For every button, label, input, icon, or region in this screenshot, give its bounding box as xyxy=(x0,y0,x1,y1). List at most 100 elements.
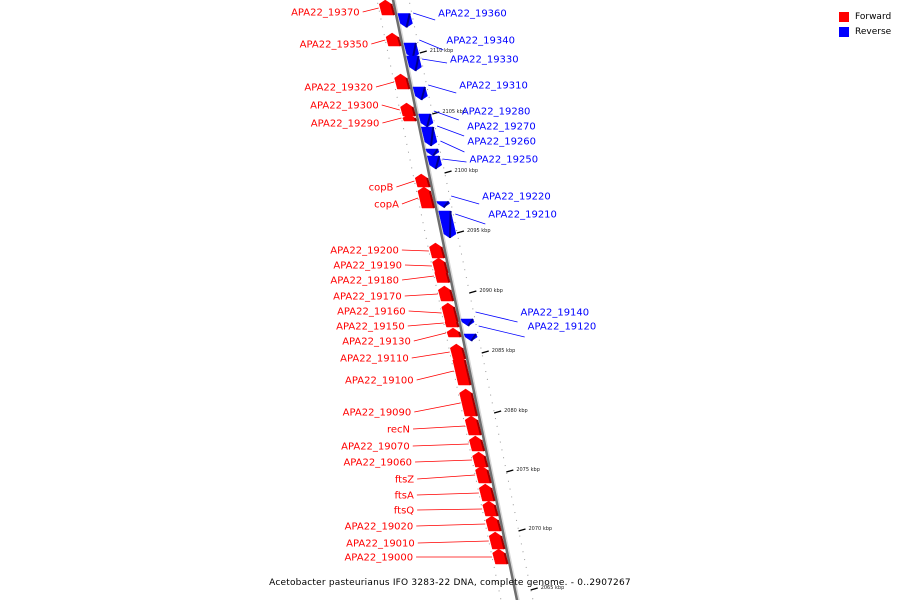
gene-leader-line xyxy=(382,117,402,124)
gene-label: APA22_19370 xyxy=(291,8,360,19)
legend-forward: Forward xyxy=(839,9,891,24)
gene-label: APA22_19300 xyxy=(310,101,379,112)
gene-label: APA22_19070 xyxy=(341,442,410,453)
gene-shade xyxy=(480,439,486,452)
gene-shade xyxy=(445,272,451,283)
gene-label: APA22_19270 xyxy=(467,122,536,133)
gene-leader-line xyxy=(404,293,438,297)
gene-leader-line xyxy=(413,332,446,342)
gene-shade xyxy=(493,504,499,517)
gene-shade xyxy=(429,126,435,147)
gene-leader-line xyxy=(475,311,518,323)
map-caption: Acetobacter pasteurianus IFO 3283-22 DNA… xyxy=(269,578,631,588)
gene-leader-line xyxy=(417,540,489,544)
gene-shade xyxy=(448,210,452,239)
tick-mark xyxy=(444,170,452,174)
gene-shade xyxy=(405,13,411,28)
gene-shade xyxy=(432,148,439,157)
gene-leader-line xyxy=(408,310,442,314)
gene-leader-line xyxy=(451,195,480,205)
gene-label: APA22_19210 xyxy=(488,210,557,221)
gene-label: APA22_19260 xyxy=(467,137,536,148)
gene-leader-line xyxy=(407,322,444,327)
gene-label: APA22_19150 xyxy=(336,322,405,333)
gene-shade xyxy=(411,42,417,59)
tick-label: 2100 kbp xyxy=(455,168,479,174)
gene-shade xyxy=(461,347,467,360)
gene-leader-line xyxy=(417,474,476,480)
gene-leader-line xyxy=(428,84,457,94)
gene-shade xyxy=(496,519,502,532)
gene-leader-line xyxy=(419,39,444,51)
gene-leader-line xyxy=(412,443,469,447)
legend: Forward Reverse xyxy=(839,9,891,39)
gene-shade xyxy=(500,535,506,550)
gene-label: APA22_19010 xyxy=(346,539,415,550)
gene-leader-line xyxy=(401,197,419,205)
gene-label: APA22_19250 xyxy=(469,155,538,166)
gene-shade xyxy=(483,455,489,468)
gene-leader-line xyxy=(411,351,450,359)
forward-swatch-icon xyxy=(839,11,849,22)
tick-mark xyxy=(469,290,477,294)
gene-label: APA22_19130 xyxy=(342,337,411,348)
gene-shade xyxy=(390,3,396,16)
gene-label: APA22_19110 xyxy=(340,354,409,365)
gene-shade xyxy=(470,392,478,417)
gene-shade xyxy=(397,36,402,47)
tick-label: 2080 kbp xyxy=(504,408,528,414)
gene-shade xyxy=(486,469,492,484)
gene-label: APA22_19090 xyxy=(343,408,412,419)
gene-leader-line xyxy=(413,12,436,21)
gene-shade xyxy=(426,113,432,128)
gene-label: APA22_19280 xyxy=(462,107,531,118)
gene-leader-line xyxy=(436,125,465,137)
backbone-shadow xyxy=(393,0,520,600)
gene-leader-line xyxy=(375,81,395,88)
gene-leader-line xyxy=(416,492,479,496)
gene-leader-line xyxy=(413,425,466,430)
tick-mark xyxy=(419,50,427,54)
gene-leader-line xyxy=(414,402,461,413)
reverse-swatch-icon xyxy=(839,26,849,37)
gene-shade xyxy=(413,117,417,122)
gene-shade xyxy=(442,200,450,209)
backbone-line xyxy=(391,0,519,600)
tick-mark xyxy=(481,350,489,354)
gene-label: ftsQ xyxy=(394,506,414,517)
gene-leader-line xyxy=(442,158,467,163)
gene-leader-line xyxy=(396,180,415,188)
gene-leader-line xyxy=(455,213,486,225)
gene-shade xyxy=(452,306,459,323)
tick-label: 2090 kbp xyxy=(479,288,503,294)
gene-leader-line xyxy=(417,508,483,511)
gene-shade xyxy=(426,177,431,188)
tick-label: 2105 kbp xyxy=(442,109,466,115)
gene-shade xyxy=(470,333,477,342)
gene-shade xyxy=(405,77,411,90)
gene-label: APA22_19350 xyxy=(300,40,369,51)
gene-shade xyxy=(463,359,472,386)
gene-leader-line xyxy=(362,7,379,13)
gene-label: APA22_19220 xyxy=(482,192,551,203)
gene-label: ftsA xyxy=(395,491,414,502)
legend-reverse: Reverse xyxy=(839,24,891,39)
gene-label: recN xyxy=(387,425,410,436)
tick-label: 2065 kbp xyxy=(541,585,565,591)
tick-mark xyxy=(506,469,514,473)
gene-arrow xyxy=(438,210,457,239)
gene-shade xyxy=(467,318,474,327)
gene-shade xyxy=(503,552,509,565)
gene-label: APA22_19120 xyxy=(528,322,597,333)
gene-label: APA22_19160 xyxy=(337,307,406,318)
gene-label: APA22_19290 xyxy=(311,119,380,130)
gene-label: APA22_19330 xyxy=(450,55,519,66)
gene-label: APA22_19340 xyxy=(446,36,515,47)
gene-leader-line xyxy=(401,249,429,252)
gene-label: APA22_19320 xyxy=(304,83,373,94)
gene-label: ftsZ xyxy=(395,475,414,486)
tick-mark xyxy=(493,410,502,414)
gene-label: APA22_19310 xyxy=(459,81,528,92)
gene-leader-line xyxy=(416,523,486,527)
